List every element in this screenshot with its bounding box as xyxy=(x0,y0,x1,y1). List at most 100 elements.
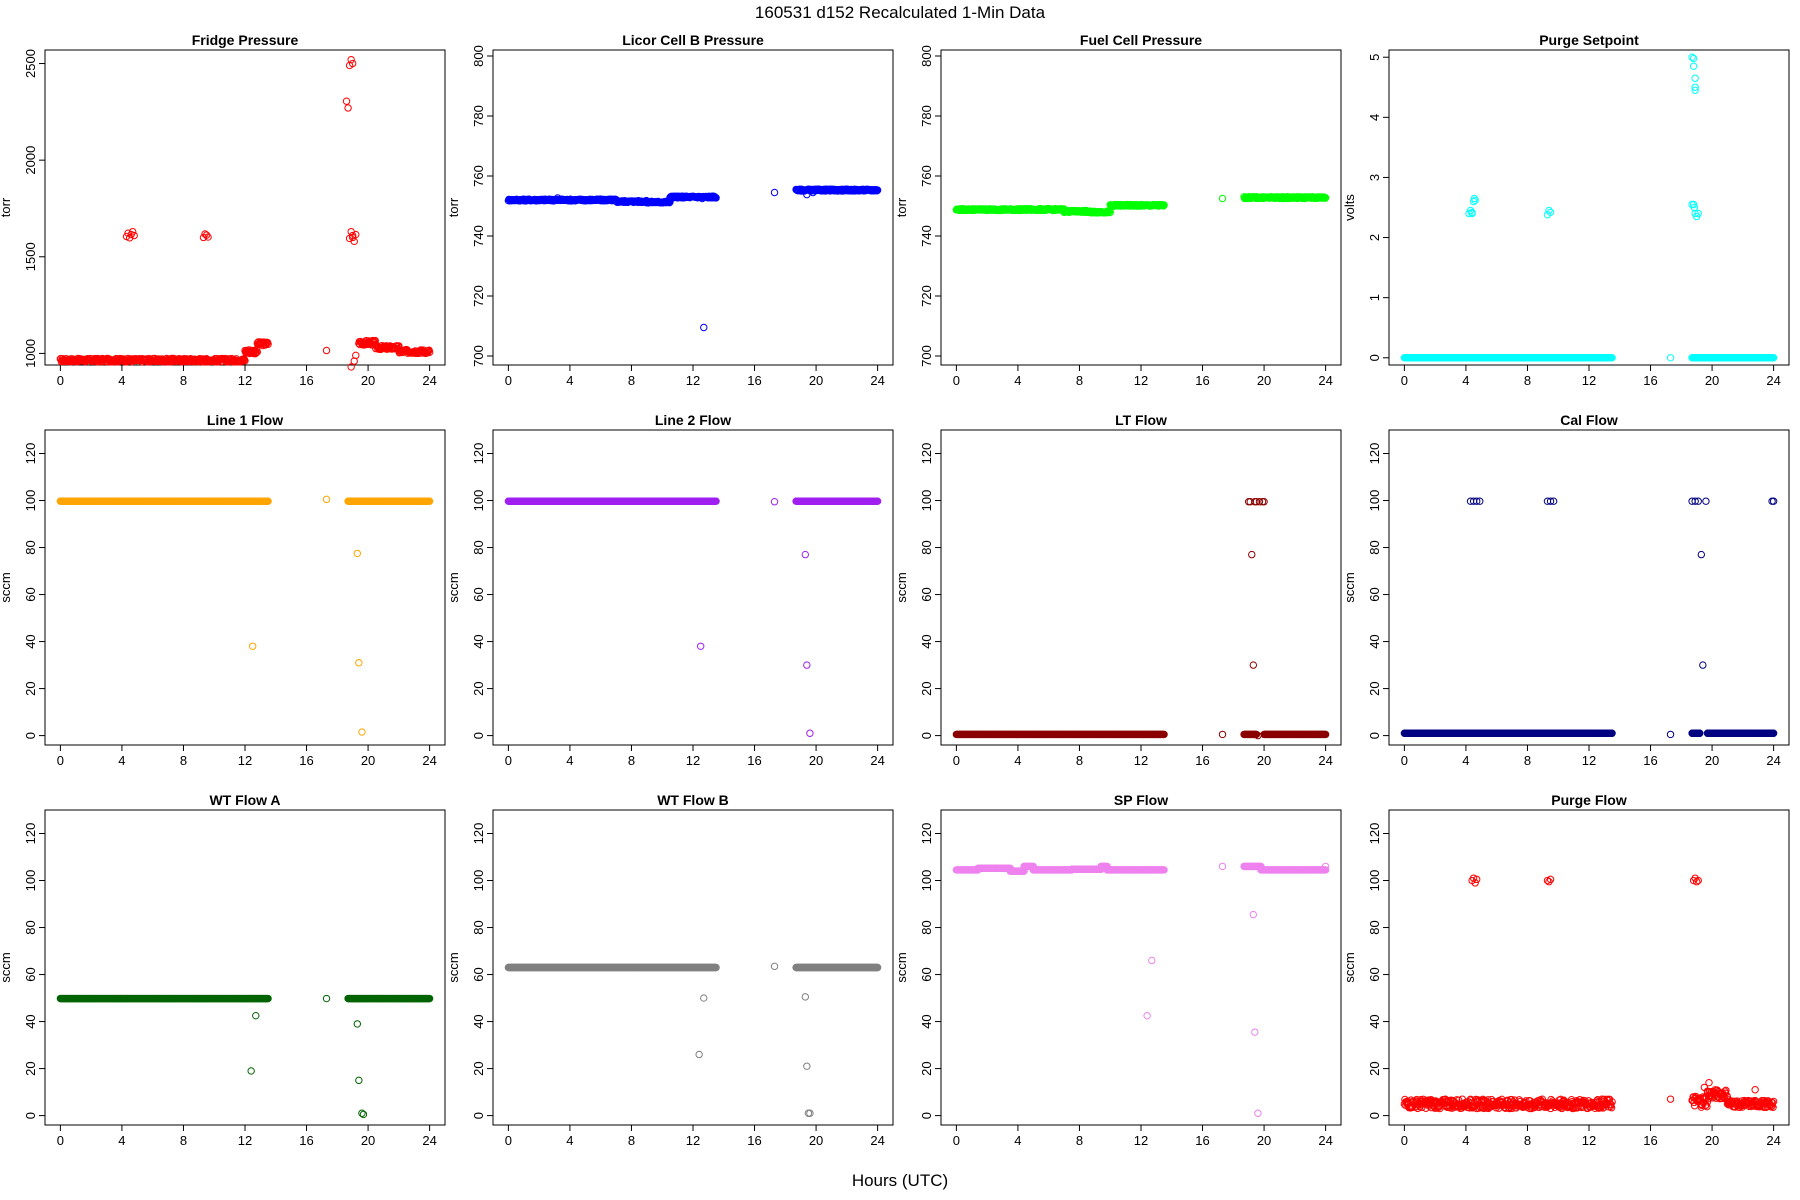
y-tick-label: 740 xyxy=(471,225,486,247)
x-tick-label: 16 xyxy=(299,373,313,388)
x-tick-label: 0 xyxy=(953,753,960,768)
data-point xyxy=(712,194,720,202)
y-tick-label: 0 xyxy=(23,732,38,739)
x-tick-label: 8 xyxy=(180,753,187,768)
x-tick-label: 4 xyxy=(566,753,573,768)
data-point xyxy=(322,495,331,504)
x-tick-label: 12 xyxy=(686,753,700,768)
data-point xyxy=(352,351,360,360)
x-tick-label: 12 xyxy=(238,373,252,388)
x-tick-label: 8 xyxy=(1524,373,1531,388)
y-tick-label: 2000 xyxy=(23,146,38,175)
y-tick-label: 80 xyxy=(1367,540,1382,554)
data-point xyxy=(1666,730,1675,739)
data-point xyxy=(322,346,331,355)
y-tick-label: 740 xyxy=(919,225,934,247)
plot-frame xyxy=(44,49,446,366)
y-tick-label: 700 xyxy=(471,345,486,367)
x-tick-label: 12 xyxy=(1582,373,1596,388)
data-point xyxy=(1689,62,1698,70)
y-axis-label: torr xyxy=(0,197,13,217)
x-tick-label: 24 xyxy=(870,753,884,768)
x-tick-label: 20 xyxy=(361,753,375,768)
x-tick-label: 20 xyxy=(1257,373,1271,388)
x-tick-label: 12 xyxy=(686,373,700,388)
x-tick-label: 16 xyxy=(299,753,313,768)
x-tick-label: 12 xyxy=(1134,753,1148,768)
x-tick-label: 20 xyxy=(1705,373,1719,388)
x-tick-label: 24 xyxy=(1766,373,1780,388)
x-tick-label: 24 xyxy=(1318,373,1332,388)
y-tick-label: 780 xyxy=(919,105,934,127)
y-tick-label: 60 xyxy=(23,587,38,601)
data-point xyxy=(130,231,138,240)
plot-frame xyxy=(1388,429,1790,746)
x-tick-label: 8 xyxy=(1076,373,1083,388)
data-point xyxy=(342,97,351,105)
panel-title: Cal Flow xyxy=(1560,412,1618,428)
plot-frame xyxy=(940,429,1342,746)
data-point xyxy=(358,728,366,736)
x-tick-label: 20 xyxy=(1705,753,1719,768)
x-tick-label: 16 xyxy=(1643,753,1657,768)
y-tick-label: 0 xyxy=(471,732,486,739)
data-point xyxy=(803,661,811,669)
x-tick-label: 20 xyxy=(1257,753,1271,768)
plot-frame xyxy=(492,49,894,366)
y-tick-label: 800 xyxy=(919,45,934,67)
panel-title: LT Flow xyxy=(1115,412,1167,428)
y-tick-label: 800 xyxy=(471,45,486,67)
x-tick-label: 0 xyxy=(57,753,64,768)
y-tick-label: 60 xyxy=(471,587,486,601)
data-point xyxy=(253,348,262,356)
x-tick-label: 4 xyxy=(118,753,125,768)
y-tick-label: 20 xyxy=(1367,681,1382,695)
x-tick-label: 12 xyxy=(238,1133,252,1148)
y-tick-label: 2500 xyxy=(23,49,38,78)
plot-frame xyxy=(492,429,894,746)
x-tick-label: 4 xyxy=(118,1133,125,1148)
y-tick-label: 80 xyxy=(23,540,38,554)
x-tick-label: 16 xyxy=(1195,373,1209,388)
x-tick-label: 8 xyxy=(1524,753,1531,768)
data-point xyxy=(770,497,779,506)
y-tick-label: 0 xyxy=(23,1112,38,1119)
panel-title: Fridge Pressure xyxy=(192,32,299,48)
panel-title: WT Flow A xyxy=(209,792,280,808)
panel-title: Fuel Cell Pressure xyxy=(1080,32,1202,48)
x-tick-label: 0 xyxy=(57,373,64,388)
plot-frame xyxy=(44,809,446,1126)
y-tick-label: 1 xyxy=(1367,294,1382,301)
data-point xyxy=(1218,730,1227,739)
y-tick-label: 120 xyxy=(471,443,486,465)
y-tick-label: 40 xyxy=(919,634,934,648)
data-point xyxy=(248,642,257,650)
y-axis-label: torr xyxy=(446,197,461,217)
data-point xyxy=(353,549,362,558)
y-tick-label: 80 xyxy=(471,540,486,554)
y-tick-label: 100 xyxy=(1367,490,1382,512)
y-tick-label: 20 xyxy=(919,681,934,695)
data-point xyxy=(355,659,363,667)
data-point xyxy=(204,233,212,241)
y-tick-label: 4 xyxy=(1367,114,1382,121)
y-tick-label: 120 xyxy=(23,443,38,465)
data-point xyxy=(1702,497,1710,505)
y-tick-label: 3 xyxy=(1367,174,1382,181)
x-tick-label: 16 xyxy=(747,373,761,388)
y-tick-label: 120 xyxy=(23,823,38,845)
data-point xyxy=(1248,550,1256,559)
data-point xyxy=(348,59,357,68)
y-tick-label: 20 xyxy=(471,681,486,695)
x-tick-label: 8 xyxy=(628,373,635,388)
y-tick-label: 780 xyxy=(471,105,486,127)
x-tick-label: 20 xyxy=(809,753,823,768)
